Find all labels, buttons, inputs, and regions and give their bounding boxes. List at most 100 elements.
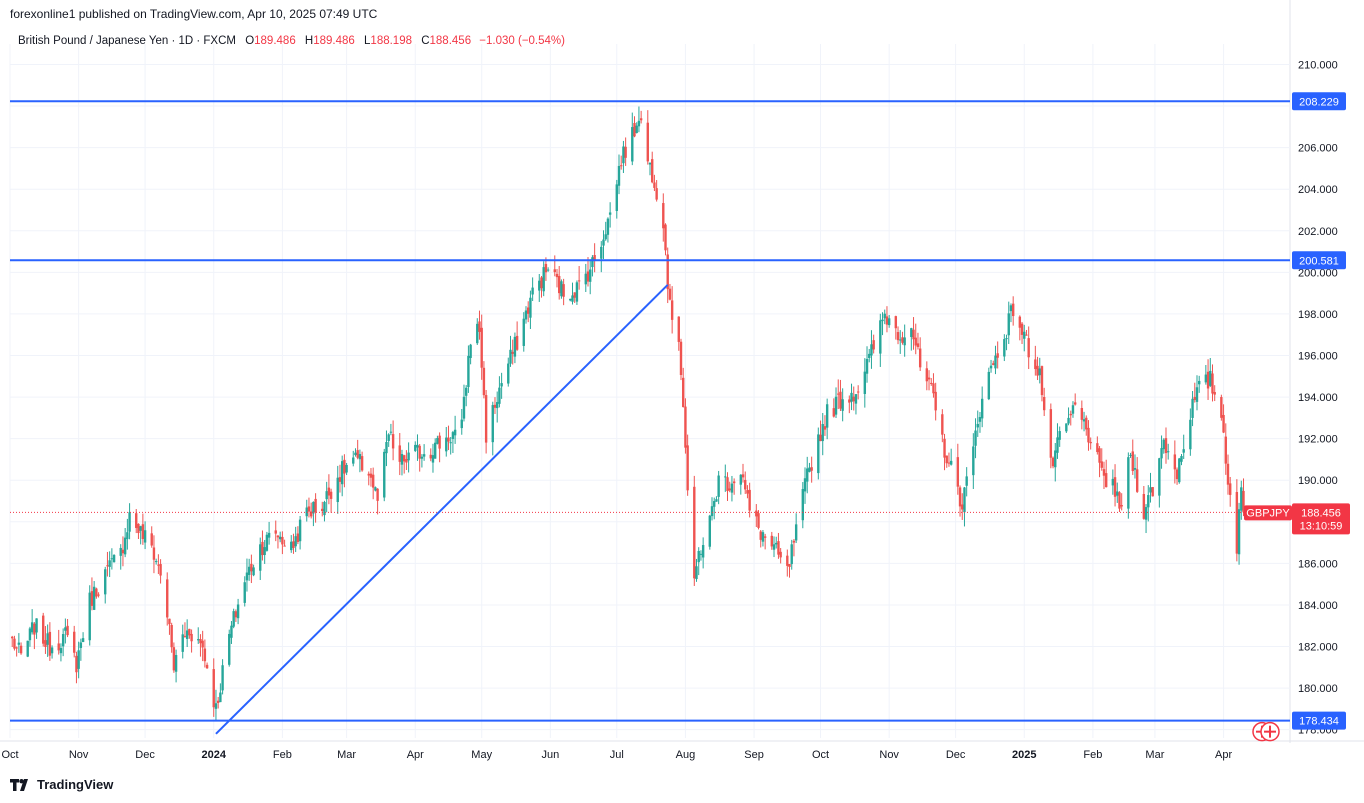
candle-body: [445, 437, 448, 452]
candle-body: [340, 461, 344, 485]
candle: [850, 383, 853, 411]
price-tick-label: 198.000: [1298, 309, 1338, 321]
candle: [755, 504, 758, 528]
candle: [918, 337, 922, 371]
candle: [205, 662, 209, 669]
candle-body: [267, 532, 271, 538]
candle: [558, 266, 561, 300]
candle-body: [949, 460, 953, 465]
candle-body: [201, 640, 204, 648]
candle: [185, 619, 189, 648]
candle-body: [693, 486, 696, 579]
candle: [825, 398, 829, 440]
candle: [141, 513, 145, 545]
open-label: O: [245, 35, 255, 47]
candle: [212, 658, 215, 717]
candle-body: [974, 430, 977, 446]
candle-body: [591, 257, 594, 268]
candle-body: [15, 647, 18, 649]
candle: [546, 267, 550, 272]
candle: [989, 359, 993, 373]
candle: [181, 624, 184, 659]
candle-body: [141, 524, 145, 539]
candle: [476, 318, 479, 345]
candle-body: [429, 454, 432, 459]
price-axis: 178.000180.000182.000184.000186.000188.0…: [1298, 59, 1338, 736]
candle: [699, 550, 703, 561]
candle: [1069, 410, 1072, 426]
candle-body: [19, 645, 23, 654]
candle: [792, 539, 796, 557]
change-value: −1.030 (−0.54%): [479, 35, 565, 47]
candle: [695, 558, 698, 582]
symbol-tag-label: GBPJPY: [1246, 507, 1290, 519]
candle: [996, 341, 999, 369]
candle: [199, 634, 202, 657]
candle-body: [726, 477, 729, 492]
candle: [292, 533, 295, 554]
candle: [697, 547, 700, 576]
candle-body: [790, 544, 793, 565]
tradingview-brand[interactable]: TradingView: [10, 777, 113, 792]
candle-body: [728, 488, 731, 491]
candle: [527, 301, 530, 323]
candle-body: [352, 457, 355, 464]
price-tick-label: 204.000: [1298, 184, 1338, 196]
candle: [562, 278, 565, 306]
candle-body: [544, 263, 548, 273]
candle: [715, 496, 718, 502]
candle: [633, 116, 636, 138]
candle-body: [894, 316, 898, 329]
candle-body: [617, 165, 621, 186]
candle-body: [1167, 451, 1170, 453]
candle: [677, 316, 680, 351]
candle: [801, 482, 805, 529]
last-price-tag: [1292, 503, 1350, 535]
candle-body: [622, 146, 625, 164]
candle-body: [491, 405, 494, 443]
candle-body: [668, 288, 672, 300]
candle: [602, 230, 605, 260]
candle-body: [389, 431, 393, 433]
candle: [608, 202, 612, 228]
horizontal-line-tag: [1292, 92, 1346, 111]
candle-body: [1104, 473, 1108, 488]
candle-body: [343, 459, 346, 474]
candle-body: [899, 339, 902, 341]
candle-body: [1080, 407, 1084, 420]
candle-body: [686, 445, 689, 491]
low-value: 188.198: [370, 35, 412, 47]
candle: [314, 493, 317, 523]
candle-body: [1149, 487, 1152, 493]
candle: [152, 535, 156, 574]
candle: [1180, 453, 1183, 466]
candle: [739, 474, 742, 495]
candle: [61, 628, 65, 657]
candle: [245, 558, 249, 592]
candle-body: [137, 523, 140, 534]
candle-body: [157, 564, 160, 566]
symbol-title[interactable]: British Pound / Japanese Yen · 1D · FXCM: [18, 35, 236, 47]
candle-body: [571, 295, 574, 302]
price-tick-label: 210.000: [1298, 59, 1338, 71]
candle: [276, 534, 280, 549]
candle-body: [515, 335, 519, 350]
candle-body: [841, 399, 844, 411]
candle-body: [763, 536, 767, 538]
candle-body: [66, 625, 69, 636]
candle-body: [1007, 313, 1010, 336]
candle-body: [214, 703, 218, 709]
candle: [883, 309, 886, 325]
candle-body: [1224, 436, 1227, 464]
candle-body: [930, 382, 933, 384]
candle-body: [1011, 303, 1015, 317]
candle: [307, 497, 311, 518]
candle-body: [50, 647, 54, 654]
candle: [606, 217, 610, 243]
candle-body: [513, 336, 517, 357]
candle: [15, 646, 18, 657]
candle-body: [507, 363, 510, 384]
candle-body: [558, 275, 561, 294]
candle-body: [495, 402, 499, 409]
